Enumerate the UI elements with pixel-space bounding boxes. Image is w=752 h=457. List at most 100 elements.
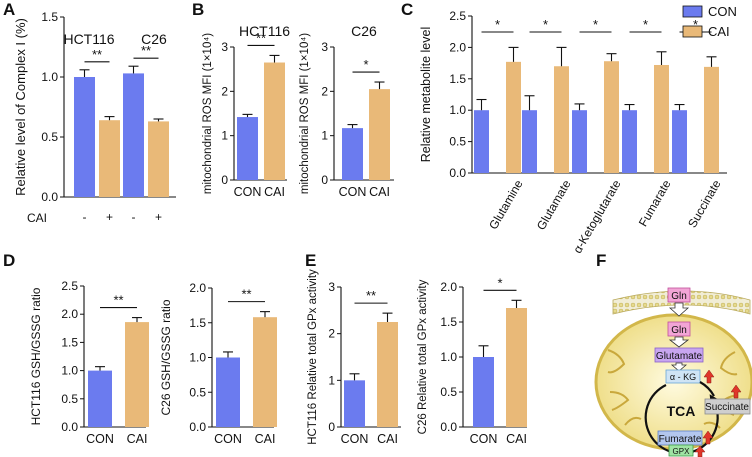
y-tick-label: 0.0 [189,420,206,434]
y-tick-label: 1 [221,129,228,143]
panel-letter-b: B [192,0,204,19]
legend-cai-label: CAI [708,24,730,39]
bar-hct116-con [74,77,95,197]
significance-mark: * [593,17,598,32]
x-tick-label: CAI [127,432,148,446]
y-tick-label: 0.5 [189,385,206,399]
chart-subtitle: C26 [351,23,377,39]
y-axis-label: HCT116 Relative total GPx activity [307,269,319,445]
x-tick-label: CAI [255,432,276,446]
x-tick-label: CAI [264,185,285,199]
y-tick-label: 0.5 [61,392,78,406]
bar-hct116-cai [99,120,120,197]
gpx-box [668,444,694,457]
y-tick-label: 1.5 [189,316,206,330]
y-tick-label: 1 [321,129,328,143]
tca-label: TCA [667,403,696,419]
y-tick-label: 1.0 [189,351,206,365]
bar-con [672,110,687,173]
bar-con [237,117,258,180]
y-axis-label: Relative metabolite level [419,27,433,163]
bar-cai [253,317,277,427]
panel-letter-d: D [3,251,15,270]
arrow-gln-glutamate [668,336,690,348]
cai-mark: + [106,210,113,224]
bar-cai [704,66,719,173]
y-tick-label: 2 [328,327,335,341]
chart-metabolites: 0.0 0.5 1.0 1.5 2.0 2.5 Relative metabolite le… [419,9,727,256]
y-tick-label: 2.0 [449,40,466,54]
chart-gpx-hct116: 0 1 2 3 HCT116 Relative total GPx activity CO… [307,269,401,446]
cai-mark: + [155,210,162,224]
y-axis-label: mitochondrial ROS MFI (1×10⁴) [299,33,311,194]
x-tick-label: Glutamine [486,177,526,232]
cai-row-label: CAI [27,211,47,225]
chart-gsh-c26: 0.0 0.5 1.0 1.5 2.0 C26 GSH/GSSG ratio CON CAI *… [159,281,277,446]
cai-mark: - [83,210,87,224]
gpx-label: GPX [673,447,691,456]
y-tick-label: 1.5 [61,335,78,349]
legend-con-swatch [682,5,703,18]
y-tick-label: 0.0 [61,420,78,434]
significance-mark: * [363,57,368,72]
x-tick-label: CAI [369,185,390,199]
x-tick-label: CON [234,185,262,199]
chart-complex-i: 0.0 0.5 1.0 1.5 Relative level of Complex I … [13,10,176,225]
panel-letter-c: C [401,0,413,19]
x-tick-label: CAI [506,432,527,446]
y-tick-label: 1.5 [449,72,466,86]
panel-letter-a: A [3,0,15,19]
chart-subtitle: HCT116 [239,23,290,39]
bar-con [216,357,240,427]
y-tick-label: 2.0 [61,307,78,321]
y-tick-label: 1.0 [61,364,78,378]
succinate-label: Succinate [705,402,749,413]
bar-cai [377,322,398,427]
gpx-up-icon [694,445,706,457]
bar-c26-con [123,73,144,197]
y-tick-label: 0.5 [440,385,457,399]
y-tick-label: 0.0 [41,190,58,204]
y-tick-label: 0.5 [449,135,466,149]
y-tick-label: 1.5 [41,10,58,24]
gln-outer-box [667,287,691,303]
y-axis-label: C26 Relative total GPx activity [417,279,429,434]
gln-inner-box [667,321,691,337]
significance-mark: * [495,17,500,32]
metabolism-diagram: Gln Gln Glutamate α - KG TCA Succinate F… [594,287,752,457]
bar-cai [654,64,669,173]
mitochondrial-cristae [607,349,739,429]
bar-cai [554,66,569,173]
bar-con [474,110,489,173]
x-tick-label: Succinate [685,177,724,230]
bar-con [622,110,637,173]
significance-mark: * [643,17,648,32]
group-label: HCT116 [63,31,114,47]
y-tick-label: 0.0 [449,166,466,180]
bar-cai [369,89,390,180]
fumarate-up-icon [702,430,714,445]
y-tick-label: 0.5 [41,130,58,144]
akg-box [665,369,701,384]
bar-con [473,357,494,427]
bar-con [522,110,537,173]
legend-cai-swatch [682,25,703,38]
y-tick-label: 1 [328,373,335,387]
bar-cai [506,61,521,173]
y-tick-label: 2.0 [440,280,457,294]
y-tick-label: 2.0 [189,281,206,295]
arrow-glutamate-akg [670,362,688,372]
tca-cycle-return [699,381,715,397]
bar-cai [125,322,149,427]
bar-con [572,110,587,173]
bar-c26-cai [148,121,169,197]
y-tick-label: 1.0 [41,70,58,84]
x-tick-label: α-Ketoglutarate [570,177,623,256]
chart-ros-hct116: 0 1 2 3 mitochondrial ROS MFI (1×10⁴) CON CAI *… [202,23,290,199]
x-tick-label: CON [341,432,369,446]
significance-mark: ** [241,287,251,302]
significance-mark: ** [92,47,102,62]
significance-mark: ** [256,30,266,45]
y-tick-label: 3 [321,40,328,54]
